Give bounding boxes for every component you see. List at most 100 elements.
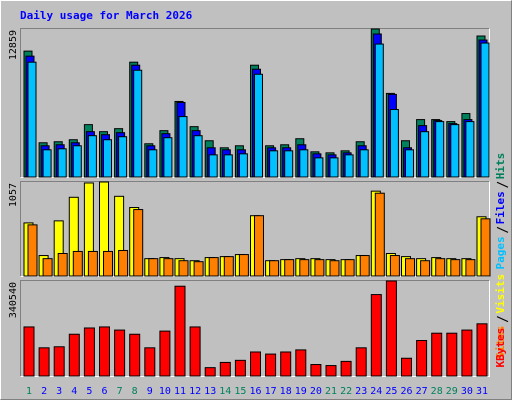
bar	[370, 294, 382, 377]
bar	[103, 250, 113, 277]
legend: Pages Files Hits	[494, 153, 509, 270]
bar	[359, 149, 369, 178]
bar	[355, 347, 367, 377]
bar	[314, 259, 325, 277]
bar	[234, 359, 246, 377]
x-tick-label: 21	[325, 386, 337, 397]
x-tick-label: 27	[416, 386, 428, 397]
bar	[87, 135, 97, 178]
bar	[178, 116, 188, 178]
x-tick-label: 12	[189, 386, 201, 397]
bar	[250, 351, 261, 377]
bar	[450, 259, 461, 277]
bar	[174, 285, 186, 377]
x-tick-label: 30	[461, 386, 473, 397]
x-tick-label: 18	[280, 386, 292, 397]
bar	[325, 365, 337, 377]
bar	[405, 258, 415, 277]
bar	[265, 353, 277, 377]
plot-border	[20, 181, 490, 277]
bar	[465, 259, 476, 277]
legend-label: Visits	[494, 274, 507, 314]
bar	[344, 259, 355, 277]
bar	[57, 148, 67, 178]
bar	[99, 326, 110, 377]
bar	[133, 69, 143, 178]
bar	[159, 330, 171, 377]
bar	[133, 209, 144, 277]
x-tick-label: 13	[204, 386, 216, 397]
bar	[208, 154, 218, 178]
bar	[42, 149, 52, 178]
plot-border	[20, 280, 490, 377]
x-tick-label: 19	[295, 386, 307, 397]
bar	[114, 329, 126, 377]
bar	[27, 224, 38, 277]
x-tick-label: 6	[101, 386, 107, 397]
bar	[480, 42, 490, 178]
bar	[374, 43, 384, 178]
bar	[72, 250, 83, 277]
bar	[284, 259, 295, 277]
bar	[431, 332, 443, 377]
bar	[450, 124, 460, 178]
x-tick-label: 28	[431, 386, 443, 397]
plot-border	[20, 28, 490, 178]
x-tick-label: 25	[385, 386, 397, 397]
bar	[389, 255, 400, 277]
x-tick-label: 2	[41, 386, 47, 397]
legend-separator	[496, 226, 509, 233]
legend-label: Sites	[494, 326, 507, 359]
bar	[435, 121, 445, 178]
bar	[38, 347, 50, 377]
bar	[310, 364, 322, 377]
bar	[420, 131, 430, 178]
bar	[389, 109, 399, 178]
bar	[189, 326, 201, 377]
bar	[238, 153, 248, 178]
legend-separator	[496, 316, 509, 323]
y-tick-label: 340540	[8, 282, 19, 318]
bar	[314, 157, 324, 178]
bar	[284, 150, 294, 178]
plot-border	[20, 280, 490, 377]
x-tick-label: 15	[234, 386, 246, 397]
bar	[476, 323, 488, 377]
x-tick-label: 23	[355, 386, 367, 397]
bar	[280, 351, 292, 377]
y-tick-label: 12859	[8, 30, 19, 60]
bar	[344, 154, 354, 178]
x-tick-label: 4	[71, 386, 77, 397]
x-tick-label: 22	[340, 386, 352, 397]
bar	[87, 250, 98, 277]
x-tick-label: 17	[265, 386, 277, 397]
legend-label: KBytes	[494, 328, 507, 368]
bar	[465, 121, 475, 178]
legend-label: Pages	[494, 236, 507, 269]
bar	[163, 258, 174, 277]
legend-separator	[496, 181, 509, 188]
x-tick-label: 14	[219, 386, 231, 397]
x-tick-label: 20	[310, 386, 322, 397]
bar	[204, 367, 216, 377]
bar	[144, 347, 156, 377]
x-tick-label: 29	[446, 386, 458, 397]
bar	[118, 249, 129, 277]
bar	[299, 149, 309, 178]
bar	[163, 137, 173, 178]
legend: Sites Visits	[494, 274, 509, 359]
bar	[329, 157, 339, 178]
legend-label: Hits	[494, 153, 507, 180]
bar	[329, 260, 340, 277]
x-tick-label: 16	[249, 386, 261, 397]
bar	[219, 361, 231, 377]
bar	[208, 257, 219, 277]
bar	[401, 357, 412, 377]
bar	[57, 253, 68, 277]
bar	[53, 346, 65, 377]
bar	[254, 215, 264, 277]
bar	[72, 145, 82, 178]
y-tick-label: 1057	[8, 183, 19, 207]
